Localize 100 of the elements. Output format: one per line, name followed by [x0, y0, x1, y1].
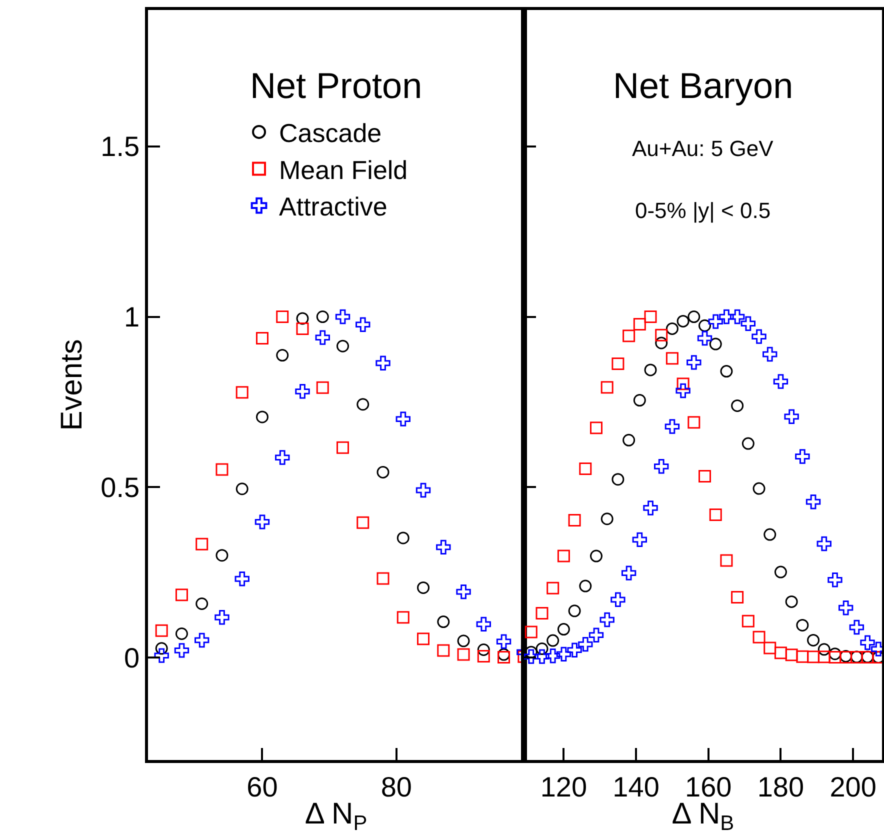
point	[806, 494, 821, 510]
y-axis-title: Events	[56, 339, 89, 431]
point	[688, 310, 700, 324]
point	[236, 386, 248, 399]
point	[496, 634, 512, 649]
point	[764, 528, 776, 541]
point	[524, 626, 538, 638]
point	[676, 383, 690, 398]
point	[600, 612, 614, 628]
point	[720, 554, 733, 567]
point	[730, 309, 745, 324]
point	[708, 314, 723, 329]
point	[356, 398, 370, 411]
point	[828, 572, 842, 588]
point	[276, 310, 289, 324]
point	[773, 374, 788, 389]
point	[356, 317, 370, 332]
point	[644, 310, 657, 324]
point	[457, 634, 470, 648]
point	[376, 466, 390, 478]
point	[498, 651, 510, 664]
point	[296, 312, 309, 325]
y-tick-label: 1.5	[100, 131, 140, 162]
point	[860, 635, 875, 650]
point	[588, 628, 604, 642]
y-tick-label: 1	[124, 302, 140, 333]
point	[295, 384, 310, 399]
point	[256, 410, 268, 424]
point	[720, 365, 733, 378]
point	[654, 459, 669, 474]
point	[816, 536, 832, 552]
point	[643, 500, 658, 516]
point	[785, 648, 798, 662]
legend-label: Mean Field	[279, 154, 408, 185]
point	[567, 642, 582, 658]
x-tick-label: 200	[830, 771, 876, 802]
point	[534, 649, 550, 664]
point	[254, 514, 270, 530]
point	[568, 514, 581, 526]
point	[396, 412, 410, 426]
point	[476, 616, 491, 632]
point	[622, 330, 636, 342]
annotation: Au+Au: 5 GeV	[632, 136, 774, 161]
text: Net Baryon	[613, 65, 794, 106]
text: Net Proton	[250, 65, 422, 106]
point	[796, 618, 809, 632]
point	[336, 441, 350, 454]
point	[457, 648, 470, 661]
point	[477, 644, 490, 656]
point	[600, 381, 614, 394]
point	[818, 650, 830, 664]
point	[828, 651, 842, 664]
point	[644, 364, 657, 376]
point	[774, 566, 787, 578]
point	[731, 591, 744, 604]
point	[546, 648, 560, 664]
point	[818, 643, 830, 656]
point	[807, 634, 820, 646]
point	[698, 319, 712, 332]
point	[557, 623, 570, 636]
point	[234, 572, 250, 586]
point	[436, 540, 451, 555]
point	[568, 604, 581, 618]
point	[416, 482, 431, 498]
point	[214, 610, 230, 625]
point	[356, 516, 370, 529]
x-axis-title: Δ N$_{P}$	[304, 798, 368, 835]
point	[610, 592, 626, 608]
point	[275, 450, 290, 465]
point	[655, 336, 668, 350]
point	[174, 643, 190, 658]
point	[376, 356, 390, 370]
point	[194, 632, 210, 648]
point	[807, 650, 820, 664]
point	[784, 409, 799, 424]
point	[698, 470, 712, 483]
point	[731, 399, 744, 412]
point	[396, 611, 410, 624]
point	[216, 549, 228, 562]
x-tick-label: 180	[757, 771, 804, 802]
point	[742, 614, 754, 628]
point	[316, 381, 329, 394]
point	[155, 642, 168, 655]
point	[762, 346, 778, 362]
point	[612, 358, 624, 370]
point	[536, 642, 548, 655]
point	[396, 532, 410, 544]
point	[154, 648, 169, 663]
point	[256, 332, 268, 344]
legend-label: Cascade	[279, 118, 382, 148]
x-tick-label: 120	[540, 771, 588, 802]
point	[417, 632, 430, 646]
point	[155, 624, 168, 637]
point	[752, 329, 766, 344]
point	[590, 422, 602, 434]
point	[686, 355, 702, 370]
point	[456, 584, 471, 600]
point	[666, 322, 678, 335]
point	[849, 620, 864, 635]
point	[276, 349, 289, 362]
